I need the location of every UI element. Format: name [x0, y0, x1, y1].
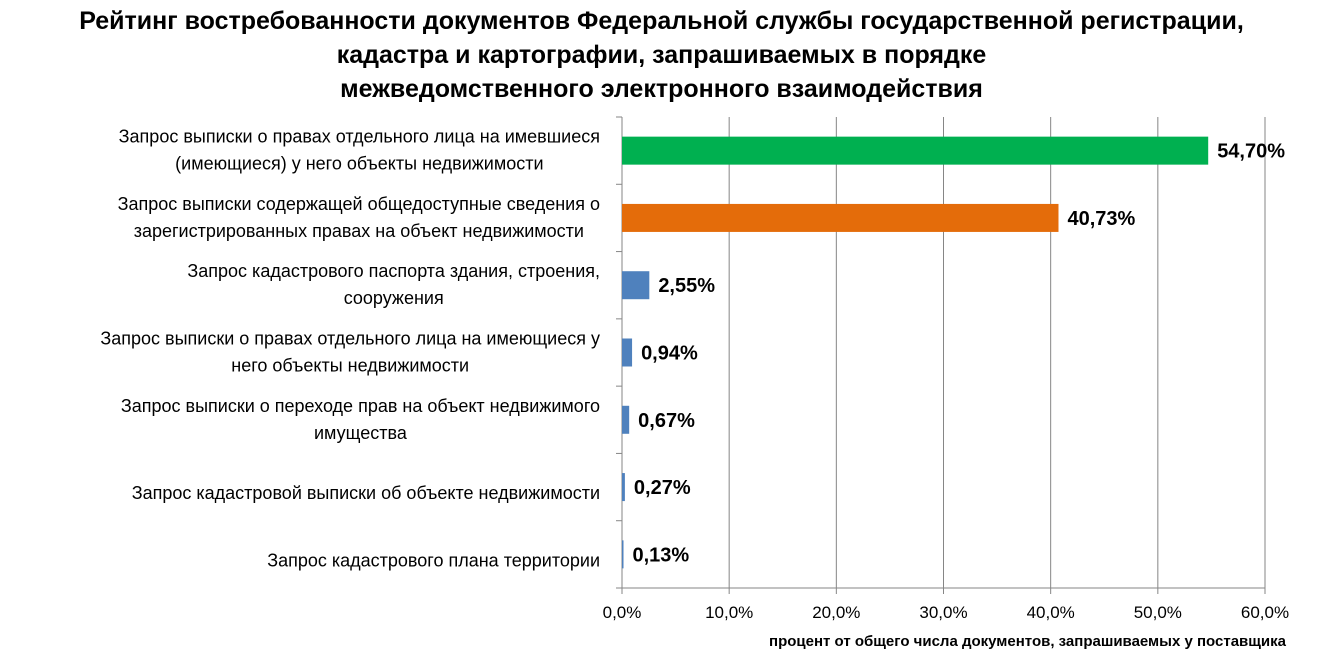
tick-labels: 0,0% 10,0% 20,0% 30,0% 40,0% 50,0% 60,0% — [603, 603, 1289, 622]
x-axis-label: процент от общего числа документов, запр… — [769, 633, 1287, 650]
category-label-line-2: сооружения — [344, 288, 444, 308]
gridlines — [728, 117, 1266, 588]
bar — [622, 136, 1209, 165]
category-label: Запрос кадастрового паспорта здания, стр… — [187, 261, 600, 281]
category-labels: Запрос выписки о правах отдельного лица … — [100, 127, 600, 571]
bar — [622, 405, 630, 434]
bar — [622, 540, 624, 569]
data-label: 0,67% — [638, 410, 695, 432]
x-tick-label: 20,0% — [812, 603, 860, 622]
bars — [622, 136, 1209, 569]
category-label-line-2: (имеющиеся) у него объекты недвижимости — [175, 154, 543, 174]
chart-title-line-2: кадастра и картографии, запрашиваемых в … — [336, 41, 987, 69]
chart-title: Рейтинг востребованности документов Феде… — [0, 4, 1323, 106]
axes — [616, 116, 1266, 594]
category-label: Запрос выписки о правах отдельного лица … — [100, 329, 600, 349]
category-label: Запрос выписки содержащей общедоступные … — [118, 194, 600, 214]
data-label: 0,27% — [634, 477, 691, 499]
data-label: 2,55% — [658, 275, 715, 297]
bar — [622, 271, 650, 300]
chart-title-line-1: Рейтинг востребованности документов Феде… — [79, 7, 1244, 35]
data-labels: 54,70% 40,73% 2,55% 0,94% 0,67% 0,27% 0,13% — [633, 141, 1286, 567]
category-label-line-2: него объекты недвижимости — [231, 356, 469, 376]
category-label-line-2: зарегистрированных правах на объект недв… — [134, 221, 584, 241]
x-tick-label: 10,0% — [705, 603, 753, 622]
bar — [622, 338, 633, 367]
x-tick-label: 0,0% — [603, 603, 642, 622]
data-label: 0,13% — [633, 544, 690, 566]
category-label-line-2: имущества — [314, 423, 408, 443]
category-label: Запрос кадастровой выписки об объекте не… — [132, 483, 600, 503]
data-label: 54,70% — [1217, 141, 1285, 163]
data-label: 40,73% — [1067, 208, 1135, 230]
category-label: Запрос выписки о правах отдельного лица … — [119, 127, 600, 147]
x-tick-label: 40,0% — [1027, 603, 1075, 622]
category-label: Запрос кадастрового плана территории — [267, 550, 600, 570]
bar — [622, 203, 1059, 232]
x-tick-label: 50,0% — [1134, 603, 1182, 622]
data-label: 0,94% — [641, 343, 698, 365]
x-tick-label: 60,0% — [1241, 603, 1289, 622]
chart-title-line-3: межведомственного электронного взаимодей… — [340, 75, 983, 103]
x-tick-label: 30,0% — [919, 603, 967, 622]
category-label: Запрос выписки о переходе прав на объект… — [121, 396, 600, 416]
bar — [622, 473, 625, 502]
